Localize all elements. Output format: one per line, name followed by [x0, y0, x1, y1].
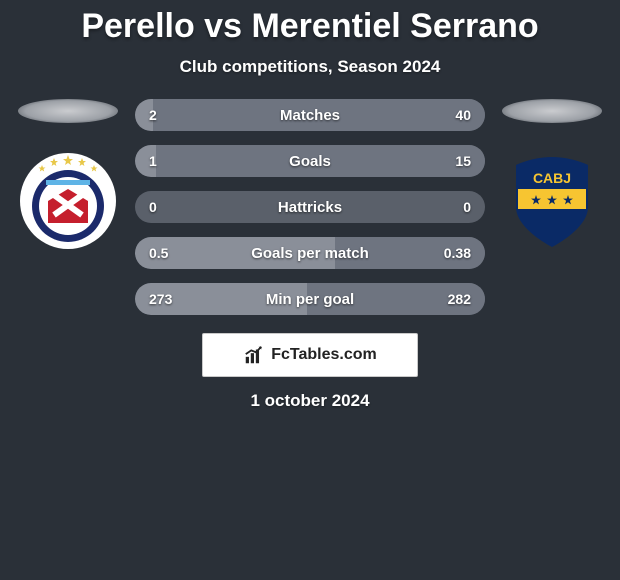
- date-text: 1 october 2024: [0, 391, 620, 411]
- argentinos-crest-icon: [18, 151, 118, 251]
- left-badge-column: [13, 99, 123, 251]
- comparison-widget: Perello vs Merentiel Serrano Club compet…: [0, 0, 620, 411]
- stat-label: Goals: [135, 145, 485, 177]
- stat-label: Hattricks: [135, 191, 485, 223]
- shadow-ellipse: [18, 99, 118, 123]
- stat-label: Goals per match: [135, 237, 485, 269]
- chart-icon: [243, 344, 265, 366]
- shadow-ellipse: [502, 99, 602, 123]
- stat-bar: 00Hattricks: [135, 191, 485, 223]
- stat-label: Min per goal: [135, 283, 485, 315]
- boca-crest-icon: CABJ: [502, 151, 602, 251]
- main-row: 240Matches 115Goals 00Hattricks 0.50.38Goal…: [0, 99, 620, 315]
- page-title: Perello vs Merentiel Serrano: [0, 8, 620, 45]
- right-badge-column: CABJ: [497, 99, 607, 251]
- stat-bar: 273282Min per goal: [135, 283, 485, 315]
- svg-text:CABJ: CABJ: [533, 170, 571, 186]
- subtitle: Club competitions, Season 2024: [0, 57, 620, 77]
- brand-box[interactable]: FcTables.com: [202, 333, 418, 377]
- stat-bar: 115Goals: [135, 145, 485, 177]
- brand-label: FcTables.com: [271, 346, 377, 364]
- stat-label: Matches: [135, 99, 485, 131]
- stat-bar: 0.50.38Goals per match: [135, 237, 485, 269]
- right-club-badge: CABJ: [502, 151, 602, 251]
- stat-bar: 240Matches: [135, 99, 485, 131]
- stats-column: 240Matches 115Goals 00Hattricks 0.50.38Goal…: [135, 99, 485, 315]
- left-club-badge: [18, 151, 118, 251]
